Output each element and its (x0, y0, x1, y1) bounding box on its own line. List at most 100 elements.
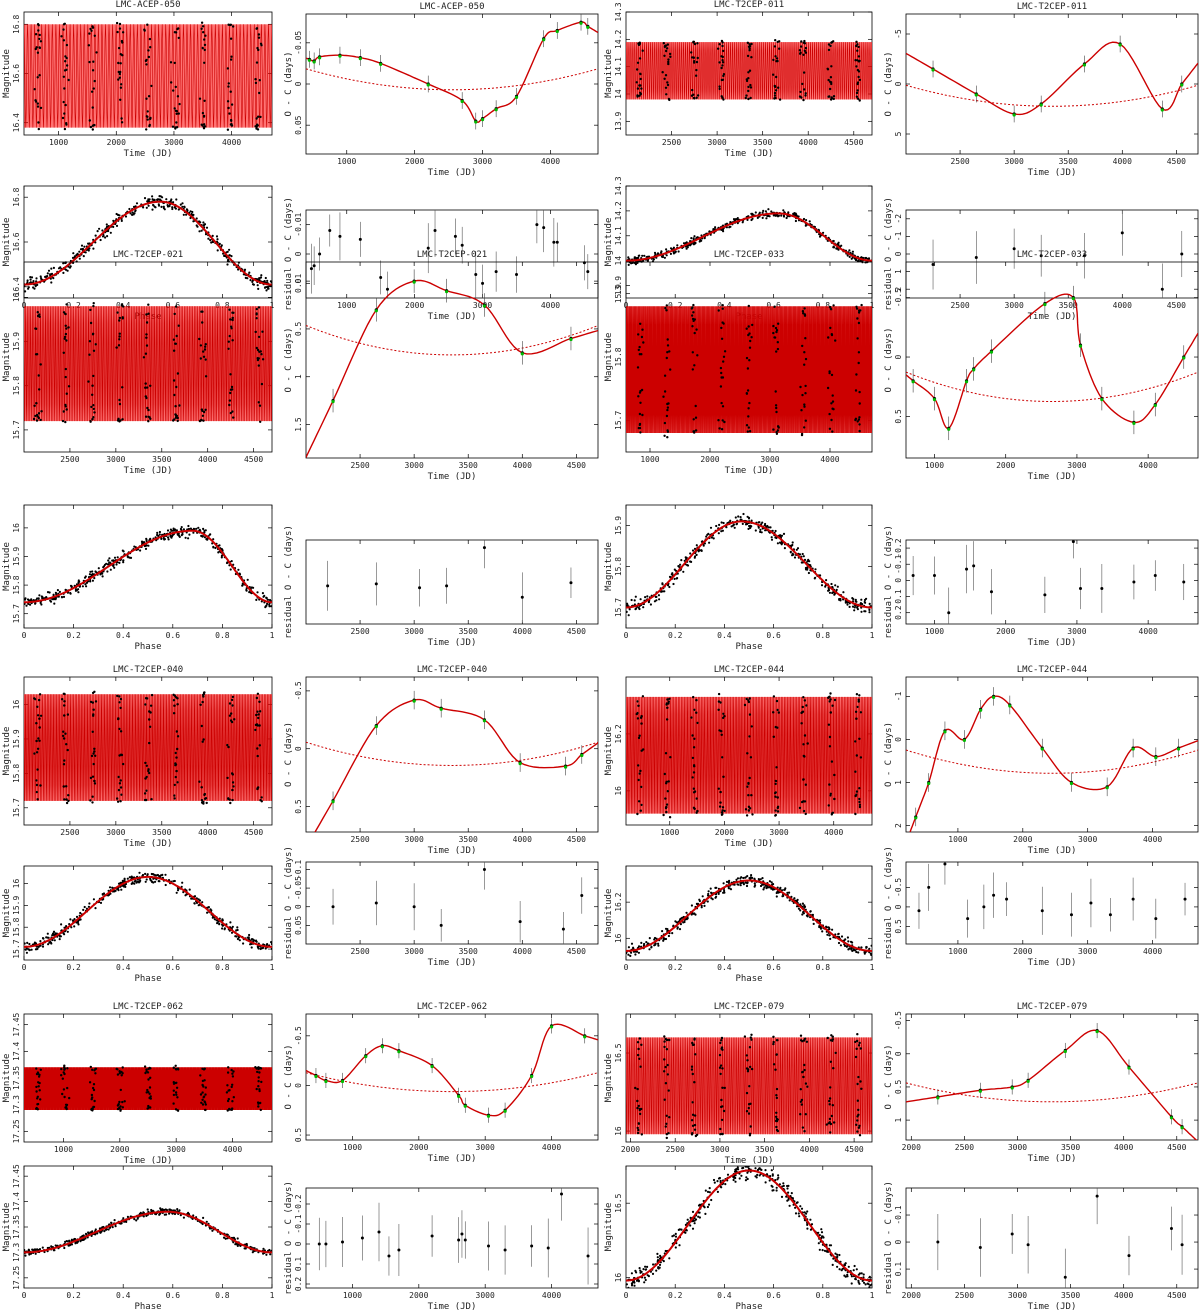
lmc-acep-050-resid-point (309, 267, 313, 271)
lmc-t2cep-044-phase-xtick-label: 0.6 (766, 963, 781, 972)
lmc-t2cep-040-light-title: LMC-T2CEP-040 (113, 665, 183, 675)
lmc-t2cep-033-light-xtick-label: 1000 (640, 455, 659, 464)
lmc-t2cep-040-oc-model-marker (563, 765, 568, 769)
lmc-t2cep-044-resid-ytick-label: 0 (894, 904, 903, 909)
lmc-t2cep-033-resid-xtick-label: 2000 (996, 627, 1015, 636)
lmc-t2cep-044-resid-point (1131, 897, 1135, 901)
lmc-t2cep-062-resid-xtick-label: 3000 (476, 1291, 495, 1300)
lmc-t2cep-062-phase-xtick-label: 0 (22, 1291, 27, 1300)
lmc-t2cep-040-resid-ytick-label: 0 (294, 904, 303, 909)
lmc-t2cep-011-oc-model-marker (1039, 103, 1043, 107)
lmc-t2cep-044-resid-point (1005, 897, 1009, 901)
lmc-t2cep-079-oc-ytick-label: 0.5 (894, 1080, 903, 1095)
lmc-t2cep-033-resid-xtick-label: 1000 (925, 627, 944, 636)
lmc-acep-050-resid-point (433, 229, 437, 233)
lmc-t2cep-040-light-model (24, 694, 272, 801)
lmc-t2cep-062-resid-ytick-label: -0.1 (294, 1214, 303, 1233)
lmc-t2cep-033-phase-plot (626, 512, 872, 617)
lmc-t2cep-021-resid-xtick-label: 3500 (459, 627, 478, 636)
lmc-t2cep-044-oc-model-marker (1176, 747, 1181, 751)
lmc-t2cep-033-resid-ytick-label: 0.2 (894, 605, 903, 620)
lmc-t2cep-062-oc-model-marker (530, 1074, 534, 1079)
lmc-t2cep-062-oc-model-marker (314, 1074, 318, 1079)
lmc-t2cep-011-light-xtick-label: 4000 (799, 138, 818, 147)
lmc-t2cep-021-phase-ytick-label: 15.8 (12, 575, 21, 594)
lmc-t2cep-044-resid-ylabel: residual O - C (days) (884, 846, 894, 960)
lmc-acep-050-oc-model-marker (460, 99, 464, 104)
lmc-t2cep-011-oc-ytick-label: 0 (894, 81, 903, 86)
lmc-t2cep-021-light-plot (24, 302, 272, 424)
lmc-t2cep-033-resid-ytick-label: -0.2 (894, 538, 903, 557)
lmc-t2cep-044-oc-xtick-label: 4000 (1143, 835, 1162, 844)
lmc-t2cep-062-resid-point (360, 1236, 364, 1240)
lmc-acep-050-resid-point (426, 246, 430, 250)
lmc-t2cep-021-light-model (24, 306, 272, 422)
lmc-acep-050-resid-xtick-label: 3000 (473, 301, 492, 310)
lmc-t2cep-021-light-ytick-label: 15.7 (12, 420, 21, 439)
lmc-t2cep-033-oc-ylabel: O - C (days) (884, 327, 894, 392)
lmc-t2cep-044-phase-xlabel: Phase (735, 974, 762, 984)
lmc-t2cep-062-oc-trend (306, 1072, 598, 1093)
lmc-t2cep-040-phase-points (24, 871, 272, 954)
lmc-t2cep-033-oc-trend (906, 371, 1198, 402)
lmc-t2cep-021-light-title: LMC-T2CEP-021 (113, 250, 183, 260)
lmc-t2cep-011-resid-ytick-label: 1 (894, 269, 903, 274)
lmc-t2cep-079-oc-ytick-label: 0 (894, 1051, 903, 1056)
lmc-t2cep-079-light-xtick-label: 3500 (755, 1145, 774, 1154)
lmc-t2cep-044-light-ytick-label: 16 (614, 786, 623, 796)
lmc-t2cep-040-light-xtick-label: 3000 (106, 828, 125, 837)
lmc-t2cep-062-oc-xtick-label: 4000 (542, 1143, 561, 1152)
lmc-t2cep-033-oc-ytick-label: -0.5 (894, 288, 903, 307)
lmc-t2cep-044-oc-model-marker (1040, 747, 1044, 751)
lmc-t2cep-033-light-model (626, 306, 872, 434)
lmc-t2cep-079-phase-model (626, 1169, 872, 1282)
lmc-acep-050-resid-point (474, 273, 478, 277)
lmc-t2cep-033-resid-xtick-label: 4000 (1139, 627, 1158, 636)
lmc-t2cep-033-resid-point (1071, 540, 1075, 544)
lmc-t2cep-079-resid-point (1095, 1194, 1099, 1198)
lmc-t2cep-040-resid-point (580, 894, 584, 898)
lmc-t2cep-021-oc-xtick-label: 4500 (567, 461, 586, 470)
lmc-t2cep-011-oc-xtick-label: 4500 (1167, 157, 1186, 166)
lmc-t2cep-079-light-xtick-label: 3000 (710, 1145, 729, 1154)
lmc-t2cep-021-resid-point (374, 582, 378, 586)
lmc-t2cep-021-light-ytick-label: 16 (12, 292, 21, 302)
lmc-t2cep-040-resid-plot (331, 862, 584, 944)
lmc-t2cep-062-resid-point (530, 1244, 534, 1248)
lmc-t2cep-021-phase-ytick-label: 16 (12, 523, 21, 533)
lmc-t2cep-079-oc-xtick-label: 3500 (1061, 1143, 1080, 1152)
lmc-acep-050-oc-frame (305, 13, 599, 155)
lmc-t2cep-033-resid-point (965, 567, 969, 571)
lmc-t2cep-021-resid-point (418, 586, 422, 590)
lmc-t2cep-062-light-ylabel: Magnitude (2, 1054, 12, 1103)
lmc-acep-050-resid-point (515, 273, 519, 277)
lmc-acep-050-light-points (33, 21, 263, 131)
lmc-acep-050-resid-xtick-label: 2000 (405, 301, 424, 310)
lmc-t2cep-079-resid-point (978, 1245, 982, 1249)
lmc-t2cep-044-light-plot (626, 692, 872, 819)
lmc-t2cep-079-resid-point (1026, 1243, 1030, 1247)
lmc-t2cep-033-resid-plot (911, 540, 1186, 624)
lmc-t2cep-040-phase-xlabel: Phase (134, 974, 161, 984)
lmc-t2cep-079-oc-model-marker (1180, 1126, 1184, 1130)
lmc-t2cep-062-light-title: LMC-T2CEP-062 (113, 1002, 183, 1012)
lmc-t2cep-011-oc-trend (906, 84, 1198, 107)
lmc-t2cep-062-oc-ytick-label: 0 (294, 1083, 303, 1088)
lmc-t2cep-079-resid-xtick-label: 4500 (1167, 1291, 1186, 1300)
lmc-t2cep-011-light-ylabel: Magnitude (604, 49, 614, 98)
lmc-t2cep-062-resid-ytick-label: -0.2 (294, 1194, 303, 1213)
lmc-t2cep-062-resid-plot (317, 1188, 590, 1285)
lmc-t2cep-011-oc: 2500 3000 3500 4000 4500 -5 0 5 Time (JD) O - C (… (884, 2, 1199, 178)
lmc-t2cep-011-phase-plot (626, 208, 872, 266)
lmc-t2cep-079-light-xtick-label: 2000 (621, 1145, 640, 1154)
lmc-t2cep-033-oc-model-marker (947, 427, 951, 431)
lmc-t2cep-079-phase-ylabel: Magnitude (604, 1203, 614, 1252)
lmc-t2cep-011-oc-plot (906, 35, 1198, 123)
lmc-t2cep-033-resid-point (989, 590, 993, 594)
lmc-t2cep-044-phase-xtick-label: 1 (870, 963, 875, 972)
lmc-t2cep-011-phase-ylabel: Magnitude (604, 218, 614, 267)
lmc-t2cep-033-light-ytick-label: 15.7 (614, 411, 623, 430)
lmc-t2cep-079-oc-trend (906, 1082, 1198, 1103)
lmc-t2cep-044-resid-xtick-label: 1000 (948, 947, 967, 956)
